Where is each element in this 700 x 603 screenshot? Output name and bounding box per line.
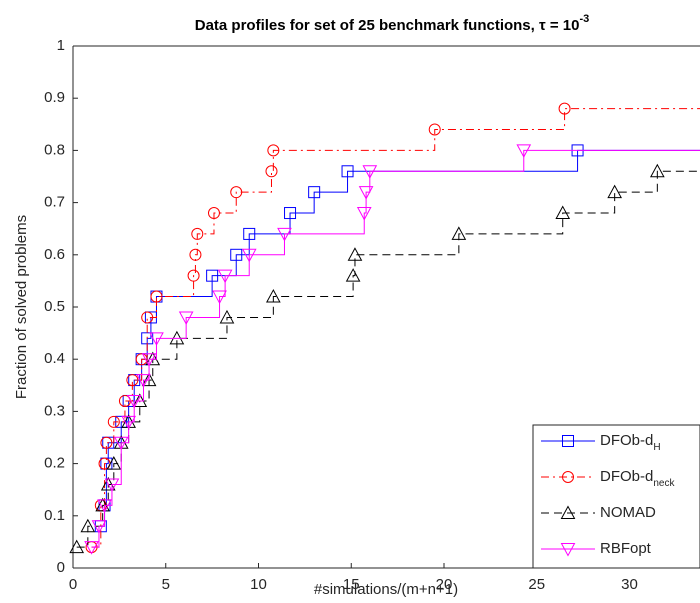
legend-subscript: neck: [653, 478, 675, 489]
title-text: Data profiles for set of 25 benchmark fu…: [195, 17, 580, 34]
marker: [560, 505, 576, 519]
marker: [356, 207, 372, 221]
marker: [126, 394, 142, 409]
marker: [107, 415, 120, 428]
x-tick-label: 10: [250, 576, 267, 593]
marker: [187, 269, 200, 282]
marker: [100, 436, 113, 449]
marker: [104, 478, 120, 493]
legend-name: DFOb-d: [600, 432, 653, 449]
marker: [189, 248, 202, 261]
y-tick-label: 0.3: [44, 402, 65, 419]
marker: [178, 311, 194, 325]
marker: [80, 518, 96, 533]
y-tick-label: 0: [57, 559, 65, 576]
legend-label: NOMAD: [600, 504, 656, 521]
step-line: [76, 170, 700, 548]
marker: [150, 290, 163, 303]
marker: [562, 471, 574, 483]
title-superscript: -3: [579, 13, 589, 25]
marker: [347, 247, 363, 261]
marker: [230, 186, 243, 199]
marker: [84, 541, 99, 555]
marker: [149, 332, 164, 346]
marker: [266, 289, 281, 303]
marker: [607, 184, 623, 199]
marker: [126, 374, 139, 387]
legend-label: DFOb-dH: [600, 432, 661, 453]
marker: [358, 186, 374, 200]
marker: [243, 227, 256, 240]
legend-name: RBFopt: [600, 540, 652, 557]
marker: [277, 227, 292, 242]
marker: [141, 353, 157, 367]
x-tick-label: 20: [436, 576, 453, 593]
y-axis-label: Fraction of solved problems: [13, 215, 30, 399]
legend-label: DFOb-dneck: [600, 468, 675, 489]
y-tick-label: 0.5: [44, 298, 65, 315]
step-line: [91, 108, 700, 548]
y-tick-label: 0.8: [44, 141, 65, 158]
series: [84, 144, 700, 555]
legend-box: [532, 424, 700, 569]
y-tick-label: 0.7: [44, 194, 65, 211]
x-tick-label: 0: [69, 576, 77, 593]
marker: [555, 205, 571, 220]
x-tick-label: 25: [528, 576, 545, 593]
marker: [207, 207, 220, 220]
marker: [241, 248, 257, 263]
marker: [230, 248, 243, 261]
marker: [136, 374, 151, 388]
marker: [428, 123, 441, 136]
y-tick-label: 0.9: [44, 89, 65, 106]
marker: [212, 290, 227, 305]
marker: [113, 436, 129, 451]
marker: [219, 309, 235, 324]
y-tick-label: 0.4: [44, 350, 65, 367]
x-tick-label: 30: [621, 576, 638, 593]
y-tick-label: 0.2: [44, 455, 65, 472]
marker: [141, 311, 154, 324]
x-axis-label: #simulations/(m+n+1): [314, 581, 458, 598]
step-line: [91, 149, 700, 548]
marker: [206, 269, 219, 282]
marker: [284, 207, 297, 220]
marker: [362, 165, 378, 179]
marker: [562, 435, 574, 447]
legend-label: RBFopt: [600, 540, 652, 557]
y-tick-label: 1: [57, 37, 65, 54]
marker: [265, 165, 278, 178]
marker: [217, 269, 233, 284]
marker: [69, 539, 85, 554]
legend-name: DFOb-d: [600, 468, 653, 485]
marker: [451, 226, 467, 240]
marker: [121, 415, 136, 430]
legend-name: NOMAD: [600, 504, 656, 521]
y-tick-label: 0.6: [44, 246, 65, 263]
marker: [516, 144, 532, 158]
y-tick-label: 0.1: [44, 507, 65, 524]
legend-subscript: H: [653, 442, 660, 453]
marker: [91, 520, 107, 534]
marker: [558, 102, 571, 115]
marker: [560, 543, 576, 557]
x-tick-label: 15: [343, 576, 360, 593]
marker: [135, 353, 148, 366]
marker: [267, 144, 280, 157]
marker: [97, 499, 112, 513]
marker: [341, 165, 354, 178]
marker: [345, 268, 361, 282]
step-line: [100, 149, 700, 527]
marker: [106, 456, 122, 470]
marker: [308, 186, 321, 199]
chart-title: Data profiles for set of 25 benchmark fu…: [195, 13, 590, 34]
x-tick-label: 5: [162, 576, 170, 593]
marker: [191, 227, 204, 240]
marker: [649, 163, 665, 178]
